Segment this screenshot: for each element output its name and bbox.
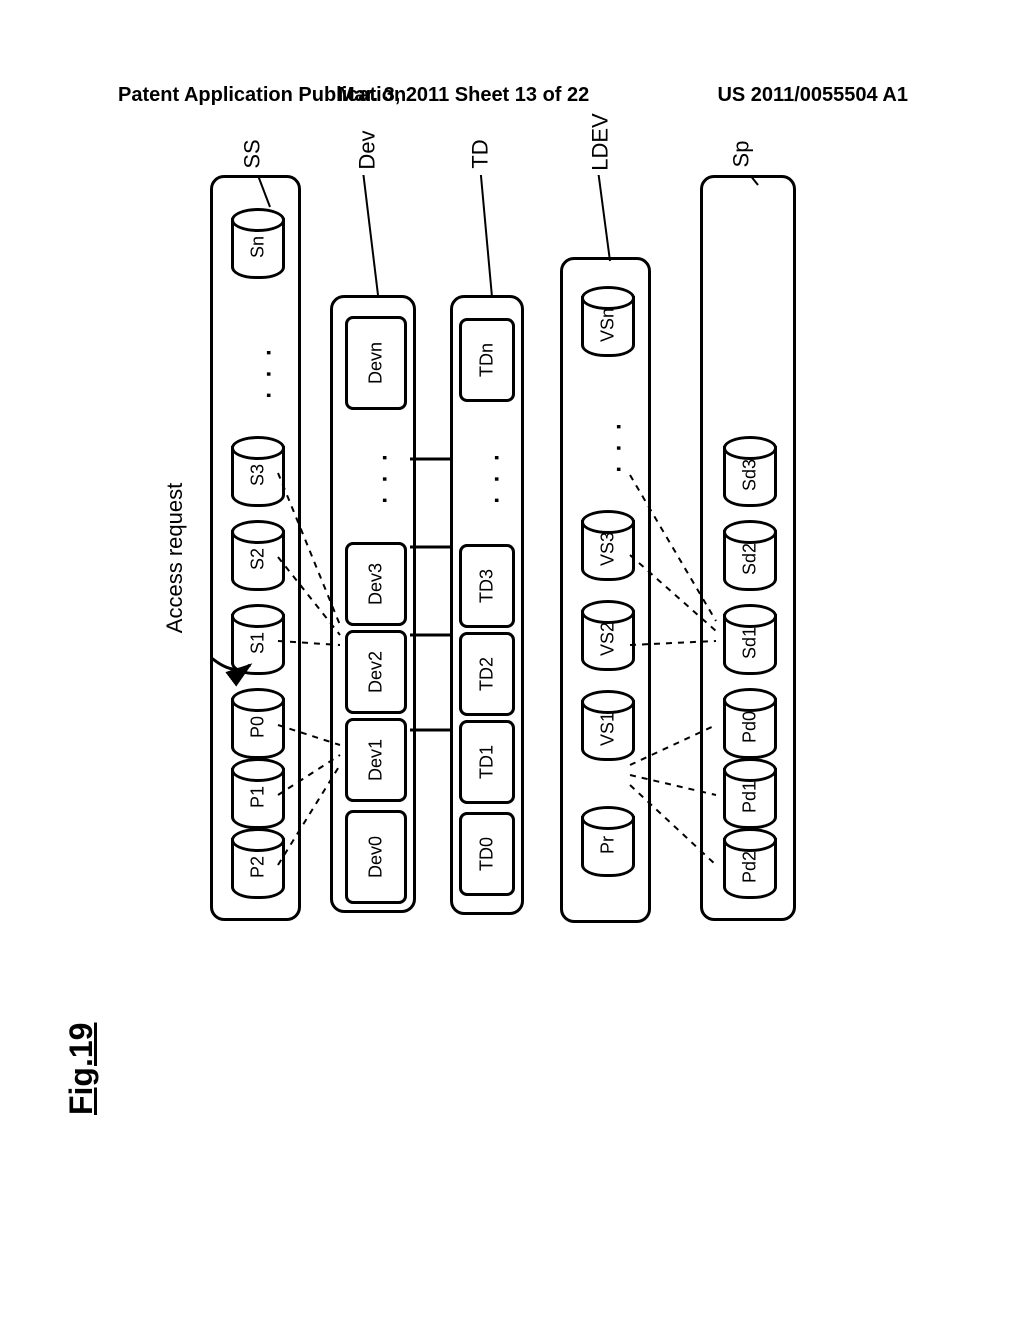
cyl-sd2: Sd2 (723, 530, 777, 591)
cyl-vs3: VS3 (581, 520, 635, 581)
box-label: TD2 (477, 657, 498, 691)
box-label: Dev2 (366, 651, 387, 693)
label-td: TD (468, 139, 494, 168)
box-dev2: Dev2 (345, 630, 407, 714)
sp-layer: Pd2 Pd1 Pd0 Sd1 Sd2 Sd3 (700, 175, 796, 921)
box-label: Devn (366, 342, 387, 384)
box-label: TD1 (477, 745, 498, 779)
box-label: Dev3 (366, 563, 387, 605)
cyl-s3: S3 (231, 446, 285, 507)
cyl-label: Pd0 (740, 711, 761, 743)
cyl-p1: P1 (231, 768, 285, 829)
cyl-label: P2 (248, 856, 269, 878)
cyl-vs1: VS1 (581, 700, 635, 761)
box-label: Dev0 (366, 836, 387, 878)
cyl-s1: S1 (231, 614, 285, 675)
ss-layer: P2 P1 P0 S1 S2 S3 . . . Sn (210, 175, 301, 921)
box-label: TD3 (477, 569, 498, 603)
cyl-label: VSn (598, 308, 619, 342)
diagram: P2 P1 P0 S1 S2 S3 . . . Sn Dev0 Dev1 Dev… (210, 175, 800, 1095)
cyl-vsn: VSn (581, 296, 635, 357)
cyl-pr: Pr (581, 816, 635, 877)
cyl-p2: P2 (231, 838, 285, 899)
dev-layer: Dev0 Dev1 Dev2 Dev3 . . . Devn (330, 295, 416, 913)
patent-page: Patent Application Publication Mar. 3, 2… (0, 0, 1024, 1320)
cyl-label: Pr (598, 836, 619, 854)
cyl-label: Sd3 (740, 459, 761, 491)
box-label: Dev1 (366, 739, 387, 781)
figure-label: Fig.19 (63, 1023, 100, 1115)
cyl-label: P0 (248, 716, 269, 738)
box-td2: TD2 (459, 632, 515, 716)
box-dev3: Dev3 (345, 542, 407, 626)
cyl-label: Pd2 (740, 851, 761, 883)
access-request-label: Access request (162, 483, 188, 633)
label-ldev: LDEV (588, 113, 614, 170)
cyl-pd0: Pd0 (723, 698, 777, 759)
cyl-s2: S2 (231, 530, 285, 591)
box-label: TD0 (477, 837, 498, 871)
cyl-vs2: VS2 (581, 610, 635, 671)
cyl-label: Pd1 (740, 781, 761, 813)
cyl-label: Sd1 (740, 627, 761, 659)
box-devn: Devn (345, 316, 407, 410)
cyl-sd3: Sd3 (723, 446, 777, 507)
box-label: TDn (477, 343, 498, 377)
cyl-label: P1 (248, 786, 269, 808)
box-td3: TD3 (459, 544, 515, 628)
cyl-label: S1 (248, 632, 269, 654)
cyl-label: Sd2 (740, 543, 761, 575)
box-td1: TD1 (459, 720, 515, 804)
box-dev0: Dev0 (345, 810, 407, 904)
header-right: US 2011/0055504 A1 (717, 84, 908, 107)
ellipsis: . . . (478, 450, 506, 503)
cyl-label: S2 (248, 548, 269, 570)
cyl-label: VS1 (598, 712, 619, 746)
label-dev: Dev (355, 130, 381, 169)
cyl-label: VS3 (598, 532, 619, 566)
ellipsis: . . . (600, 419, 628, 472)
cyl-p0: P0 (231, 698, 285, 759)
cyl-label: S3 (248, 464, 269, 486)
cyl-sd1: Sd1 (723, 614, 777, 675)
cyl-pd2: Pd2 (723, 838, 777, 899)
cyl-label: Sn (248, 236, 269, 258)
label-sp: Sp (728, 141, 754, 168)
box-dev1: Dev1 (345, 718, 407, 802)
label-ss: SS (240, 139, 266, 168)
box-td0: TD0 (459, 812, 515, 896)
cyl-label: VS2 (598, 622, 619, 656)
cyl-pd1: Pd1 (723, 768, 777, 829)
header-center: Mar. 3, 2011 Sheet 13 of 22 (338, 84, 589, 107)
ldev-layer: Pr VS1 VS2 VS3 . . . VSn (560, 257, 651, 923)
ellipsis: . . . (366, 450, 394, 503)
td-layer: TD0 TD1 TD2 TD3 . . . TDn (450, 295, 524, 915)
cyl-sn: Sn (231, 218, 285, 279)
box-tdn: TDn (459, 318, 515, 402)
ellipsis: . . . (250, 345, 278, 398)
